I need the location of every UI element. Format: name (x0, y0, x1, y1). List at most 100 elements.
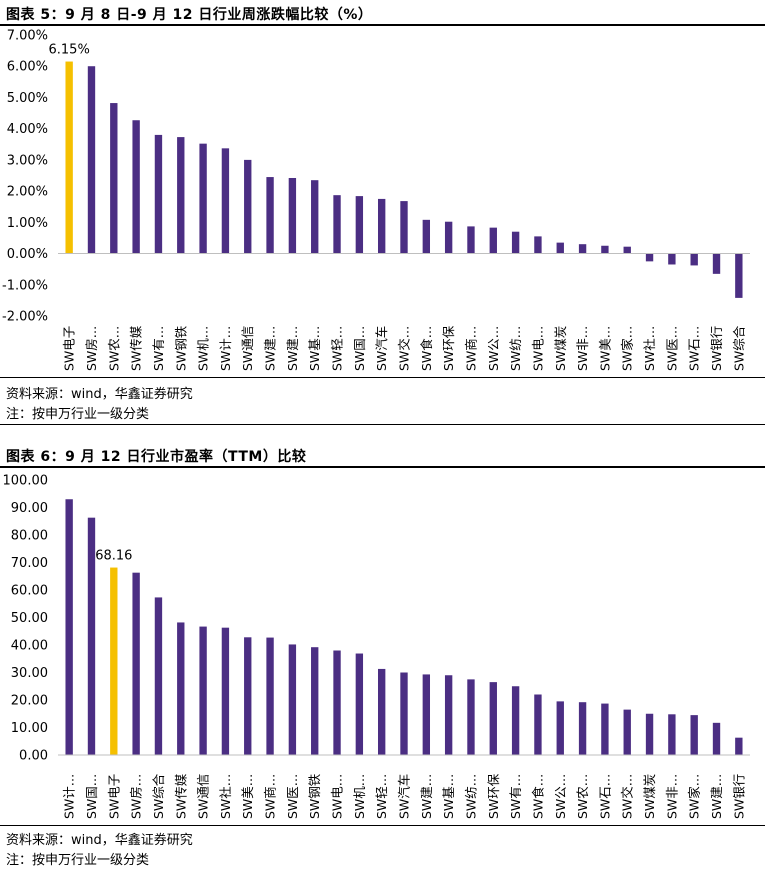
bar (422, 674, 431, 755)
bar (668, 714, 676, 755)
bar (690, 253, 698, 266)
x-tick-label: SW有… (508, 774, 523, 819)
chart-title: 图表 5：9 月 8 日-9 月 12 日行业周涨跌幅比较（%） (6, 7, 373, 23)
bar (623, 246, 631, 254)
bar (87, 517, 96, 755)
bar (578, 244, 587, 254)
x-tick-label: SW社… (642, 326, 657, 371)
x-tick-label: SW建… (285, 326, 300, 371)
x-tick-label: SW环保 (441, 325, 456, 371)
bar (712, 722, 721, 755)
x-tick-label: SW农… (575, 774, 590, 819)
bar (110, 103, 118, 254)
bar (623, 709, 631, 755)
y-tick-label: 20.00 (11, 694, 48, 709)
y-tick-label: 7.00% (7, 29, 48, 44)
x-tick-label: SW基… (307, 326, 322, 371)
bar (735, 253, 743, 298)
x-tick-label: SW交… (397, 326, 412, 371)
bar (668, 253, 676, 265)
x-tick-label: SW食… (530, 774, 545, 819)
x-tick-label: SW非… (664, 774, 679, 819)
bar (511, 231, 520, 254)
x-tick-label: SW综合 (151, 773, 166, 819)
bar (288, 177, 297, 254)
x-tick-label: SW电子 (106, 774, 121, 819)
classification-note: 注：按申万行业一级分类 (6, 407, 150, 422)
bar (601, 245, 609, 254)
x-tick-label: SW建… (709, 774, 724, 819)
x-tick-label: SW公… (553, 774, 568, 819)
y-tick-label: 0.00 (19, 749, 48, 764)
x-tick-label: SW食… (419, 326, 434, 371)
bar (377, 668, 386, 755)
x-tick-label: SW建… (419, 774, 434, 819)
title-rule (0, 466, 765, 468)
bar (735, 737, 743, 755)
bar (154, 134, 163, 254)
bar (311, 647, 319, 755)
x-tick-label: SW基… (441, 774, 456, 819)
footer-rule (0, 424, 765, 425)
x-tick-label: SW商… (263, 774, 278, 819)
bar (556, 242, 564, 254)
bar (400, 201, 408, 254)
x-tick-label: SW商… (463, 326, 478, 371)
bar (690, 715, 698, 755)
x-tick-label: SW通信 (240, 326, 255, 371)
bar (333, 650, 341, 755)
y-tick-label: 3.00% (7, 153, 48, 168)
x-tick-label: SW电… (530, 326, 545, 371)
bar (65, 61, 73, 254)
y-tick-label: -2.00% (2, 310, 48, 325)
weekly-change-bar-chart: -2.00% -1.00% 0.00% 1.00% 2.00% 3.00% 4.00% 5.0… (2, 29, 750, 371)
x-tick-label: SW机… (352, 774, 367, 819)
x-tick-label: SW汽车 (374, 326, 389, 371)
y-tick-label: 10.00 (11, 721, 48, 736)
bar (244, 159, 252, 254)
source-note: 资料来源：wind，华鑫证券研究 (6, 387, 193, 402)
bar (578, 702, 587, 755)
x-tick-label: SW石… (687, 326, 702, 371)
y-tick-label: 100.00 (3, 474, 49, 489)
bar (154, 597, 163, 755)
bar (177, 622, 185, 755)
x-tick-label: SW传媒 (173, 773, 188, 819)
y-tick-label: 5.00% (7, 91, 48, 106)
x-tick-label: SW非… (575, 326, 590, 371)
y-tick-label: 1.00% (7, 216, 48, 231)
bar (712, 253, 721, 274)
bar (467, 226, 475, 254)
x-tick-label: SW钢铁 (173, 325, 188, 371)
x-tick-label: SW机… (196, 326, 211, 371)
y-tick-label: 0.00% (7, 247, 48, 262)
y-tick-label: 90.00 (11, 501, 48, 516)
x-tick-label: SW计… (218, 326, 233, 371)
x-tick-label: SW社… (218, 774, 233, 819)
bar (199, 626, 207, 755)
pe-ratio-bar-chart: 0.00 10.00 20.00 30.00 40.00 50.00 60.00 70.00 8… (3, 474, 750, 819)
x-tick-label: SW家… (620, 326, 635, 371)
y-tick-label: 40.00 (11, 639, 48, 654)
y-tick-label: 30.00 (11, 666, 48, 681)
data-label: 6.15% (49, 43, 90, 58)
x-tick-label: SW国… (84, 774, 99, 819)
bar (444, 221, 453, 254)
classification-note: 注：按申万行业一级分类 (6, 853, 150, 868)
x-tick-label: SW国… (352, 326, 367, 371)
bar (556, 701, 564, 755)
x-tick-label: SW计… (62, 774, 77, 819)
x-tick-label: SW轻… (374, 774, 389, 819)
data-label: 68.16 (95, 549, 132, 564)
x-tick-label: SW银行 (731, 774, 746, 819)
x-tick-label: SW轻… (330, 326, 345, 371)
x-tick-label: SW美… (240, 774, 255, 819)
chart-title: 图表 6：9 月 12 日行业市盈率（TTM）比较 (6, 449, 307, 465)
bar (377, 198, 386, 254)
bar (266, 177, 274, 254)
bar (244, 637, 252, 755)
x-tick-label: SW电子 (62, 326, 77, 371)
bar (467, 679, 475, 755)
bar (534, 236, 542, 254)
source-rule (0, 825, 765, 826)
